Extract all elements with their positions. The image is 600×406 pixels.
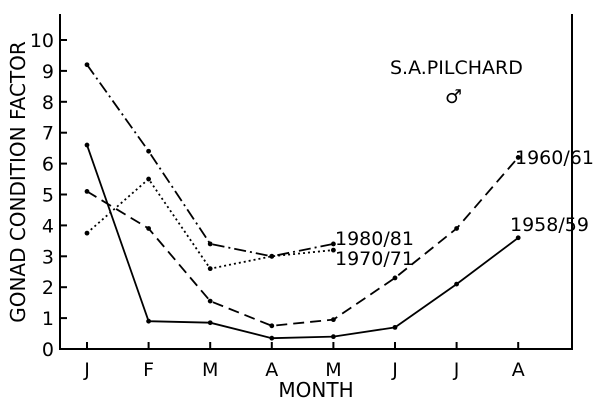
data-point-1960-61-6 <box>454 226 459 231</box>
series-line-1960-61 <box>86 156 519 327</box>
x-tick-label-6: J <box>453 359 460 381</box>
data-point-1958-59-5 <box>392 324 398 330</box>
y-tick-label-8: 8 <box>42 92 54 114</box>
chart-subtitle: ♂ <box>445 86 462 108</box>
series-points <box>84 62 521 341</box>
data-point-1958-59-3 <box>269 335 275 341</box>
series-line-1980-81 <box>86 64 334 258</box>
series-line-1970-71 <box>86 177 334 270</box>
data-point-1960-61-4 <box>331 317 336 323</box>
data-point-1970-71-2 <box>207 266 213 272</box>
series-label-1958-59: 1958/59 <box>510 214 589 236</box>
y-tick-label-5: 5 <box>42 185 54 207</box>
data-point-1960-61-7 <box>515 155 521 160</box>
x-tick-label-7: A <box>512 359 525 381</box>
x-tick-label-4: M <box>325 359 341 381</box>
y-tick-label-3: 3 <box>42 246 54 268</box>
series-label-1960-61: 1960/61 <box>515 147 594 169</box>
series-label-1970-71: 1970/71 <box>335 248 414 270</box>
data-point-1980-81-4 <box>331 241 336 247</box>
data-point-1970-71-3 <box>269 253 275 259</box>
data-point-1958-59-1 <box>146 318 152 324</box>
data-point-1980-81-1 <box>146 148 152 154</box>
y-tick-label-10: 10 <box>30 30 54 52</box>
data-point-1960-61-2 <box>207 298 213 304</box>
x-tick-label-0: J <box>83 359 90 381</box>
data-point-1958-59-0 <box>84 142 90 148</box>
y-axis-title: GONAD CONDITION FACTOR <box>6 41 30 323</box>
y-tick-label-1: 1 <box>42 308 54 330</box>
data-point-1958-59-6 <box>454 281 459 287</box>
x-tick-label-5: J <box>391 359 398 381</box>
y-tick-label-9: 9 <box>42 61 54 83</box>
data-point-1958-59-4 <box>331 334 336 340</box>
data-point-1960-61-1 <box>146 226 152 231</box>
y-ticks: 0 1 2 3 4 5 6 7 8 9 10 <box>30 30 67 361</box>
y-tick-label-0: 0 <box>42 339 54 361</box>
data-point-1970-71-0 <box>84 230 90 236</box>
chart-title: S.A.PILCHARD <box>390 57 523 79</box>
x-tick-label-3: A <box>265 359 278 381</box>
data-point-1960-61-0 <box>84 189 90 194</box>
data-point-1960-61-5 <box>392 275 398 281</box>
plot-frame <box>59 14 573 350</box>
x-axis-title: MONTH <box>278 378 353 402</box>
series-label-1980-81: 1980/81 <box>335 228 414 250</box>
data-point-1960-61-3 <box>269 323 275 329</box>
x-tick-label-2: M <box>202 359 218 381</box>
data-point-1958-59-2 <box>207 320 213 326</box>
data-point-1980-81-2 <box>207 241 213 247</box>
data-point-1970-71-1 <box>146 176 152 182</box>
y-tick-label-2: 2 <box>42 277 54 299</box>
data-point-1970-71-4 <box>331 247 336 253</box>
x-tick-label-1: F <box>143 359 154 381</box>
y-tick-label-6: 6 <box>42 154 54 176</box>
axes <box>59 14 573 350</box>
data-point-1980-81-0 <box>84 62 90 68</box>
series-line-1958-59 <box>86 144 519 340</box>
data-point-1958-59-7 <box>515 235 521 241</box>
y-tick-label-4: 4 <box>42 215 54 237</box>
y-tick-label-7: 7 <box>42 123 54 145</box>
